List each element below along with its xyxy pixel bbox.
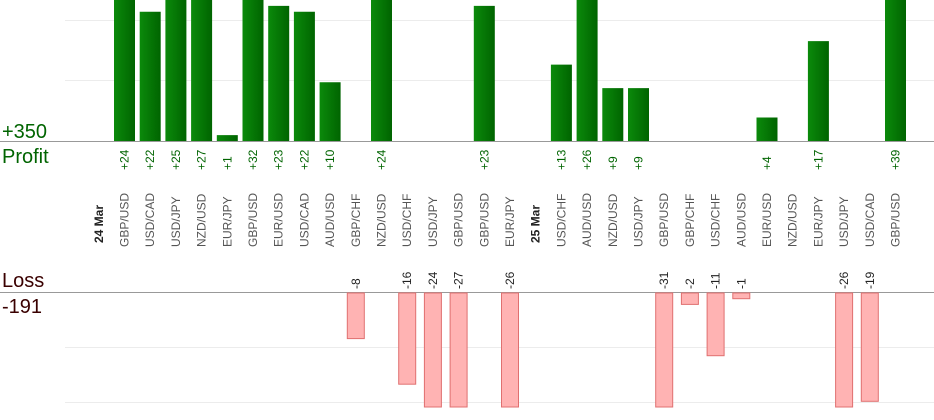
- category-tick-label: USD/CAD: [143, 193, 157, 247]
- category-tick-label: NZD/USD: [195, 193, 209, 247]
- profit-bar: [319, 82, 341, 141]
- category-tick-label: NZD/USD: [375, 193, 389, 247]
- profit-bar: [268, 5, 290, 141]
- profit-value-label: +4: [760, 156, 774, 170]
- profit-value-label: +32: [246, 149, 260, 170]
- loss-bar: [501, 292, 519, 408]
- loss-value-label: -31: [657, 271, 671, 289]
- profit-bar: [628, 88, 649, 141]
- loss-value-label: -27: [452, 271, 466, 289]
- profit-bar: [756, 117, 778, 141]
- loss-bar: [346, 292, 365, 340]
- profit-label: Profit: [2, 146, 49, 168]
- profit-value-label: +27: [195, 149, 209, 170]
- category-tick-label: USD/CHF: [554, 194, 568, 247]
- profit-bar: [114, 0, 135, 141]
- category-tick-label: USD/JPY: [632, 196, 646, 247]
- bars-layer: [114, 0, 906, 408]
- category-tick-label: USD/JPY: [169, 196, 183, 247]
- category-tick-label: USD/CAD: [297, 193, 311, 247]
- profit-bar: [293, 11, 315, 141]
- profit-bar: [473, 5, 495, 141]
- loss-total: -191: [2, 296, 42, 318]
- profit-value-label: +39: [889, 149, 903, 170]
- loss-value-label: -24: [426, 271, 440, 289]
- profit-bar: [191, 0, 213, 141]
- profit-bar: [576, 0, 598, 141]
- profit-value-label: +17: [811, 149, 825, 170]
- category-tick-label: GBP/USD: [246, 193, 260, 247]
- loss-bar: [835, 292, 854, 408]
- profit-value-label: +23: [272, 149, 286, 170]
- profit-value-label: +23: [477, 149, 491, 170]
- loss-value-label: -19: [863, 271, 877, 289]
- profit-bar: [371, 0, 392, 141]
- profit-value-label: +1: [220, 156, 234, 170]
- category-tick-label: AUD/USD: [734, 193, 748, 247]
- profit-value-label: +9: [632, 156, 646, 170]
- category-tick-label: AUD/USD: [580, 193, 594, 247]
- category-tick-label: GBP/CHF: [349, 194, 363, 247]
- category-tick-label: GBP/USD: [477, 193, 491, 247]
- loss-value-label: -11: [709, 272, 723, 289]
- category-tick-label: EUR/USD: [760, 193, 774, 247]
- profit-value-label: +24: [118, 149, 132, 170]
- loss-bar: [398, 292, 417, 385]
- profit-value-label: +22: [297, 149, 311, 170]
- category-tick-label: USD/CAD: [863, 193, 877, 247]
- profit-value-label: +9: [606, 156, 620, 170]
- category-tick-label: AUD/USD: [323, 193, 337, 247]
- category-tick-label: USD/CHF: [400, 194, 414, 247]
- labels-layer: 24 Mar 25 Mar +24 GBP/USD +22 USD/CAD +25 USD/J…: [92, 149, 903, 289]
- profit-value-label: +24: [375, 149, 389, 170]
- profit-bar: [216, 135, 238, 141]
- loss-bar: [680, 292, 699, 305]
- profit-bar: [165, 0, 187, 141]
- loss-bar: [449, 292, 468, 408]
- loss-bar: [655, 292, 674, 408]
- profit-value-label: +22: [143, 149, 157, 170]
- loss-bar: [732, 292, 751, 300]
- profit-bar: [885, 0, 906, 141]
- category-tick-label: USD/JPY: [426, 196, 440, 247]
- category-tick-label: GBP/USD: [452, 193, 466, 247]
- profit-bar: [242, 0, 264, 141]
- category-tick-label: GBP/CHF: [683, 194, 697, 247]
- profit-value-label: +13: [554, 149, 568, 170]
- category-tick-label: EUR/JPY: [220, 196, 234, 247]
- loss-value-label: -2: [683, 278, 697, 289]
- date-marker: 24 Mar: [92, 205, 106, 243]
- category-tick-label: NZD/USD: [606, 193, 620, 247]
- loss-value-label: -1: [734, 278, 748, 289]
- profit-value-label: +25: [169, 149, 183, 170]
- category-tick-label: GBP/USD: [889, 193, 903, 247]
- profit-total: +350: [2, 121, 47, 143]
- profit-value-label: +10: [323, 149, 337, 170]
- loss-value-label: -8: [349, 278, 363, 289]
- date-marker: 25 Mar: [529, 205, 543, 243]
- profit-bar: [550, 64, 572, 141]
- loss-bar: [423, 292, 442, 408]
- category-tick-label: GBP/USD: [657, 193, 671, 247]
- loss-value-label: -16: [400, 271, 414, 289]
- category-tick-label: EUR/JPY: [811, 196, 825, 247]
- loss-value-label: -26: [503, 271, 517, 289]
- loss-bar: [860, 292, 879, 402]
- loss-value-label: -26: [837, 271, 851, 289]
- profit-bar: [807, 41, 829, 141]
- category-tick-label: USD/CHF: [709, 194, 723, 247]
- category-tick-label: EUR/USD: [272, 193, 286, 247]
- loss-bar: [706, 292, 725, 357]
- category-tick-label: GBP/USD: [118, 193, 132, 247]
- profit-bar: [139, 11, 161, 141]
- category-tick-label: NZD/USD: [786, 193, 800, 247]
- profit-value-label: +26: [580, 149, 594, 170]
- profit-bar: [602, 88, 624, 141]
- loss-label: Loss: [2, 270, 44, 292]
- category-tick-label: USD/JPY: [837, 196, 851, 247]
- category-tick-label: EUR/JPY: [503, 196, 517, 247]
